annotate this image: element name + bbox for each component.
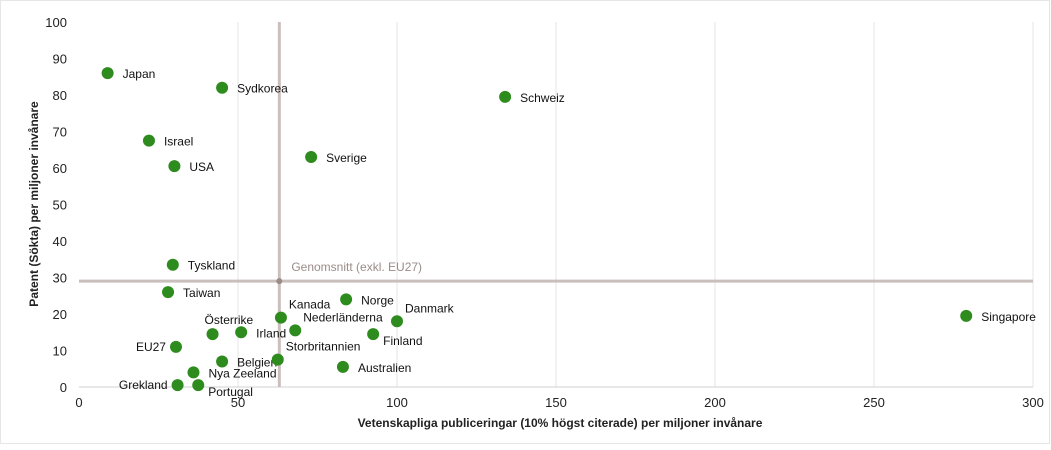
y-tick-label: 50 (53, 198, 67, 213)
data-point-label: Schweiz (520, 91, 565, 105)
data-point-label: Sverige (326, 151, 367, 165)
data-point (166, 258, 179, 271)
data-point (960, 309, 973, 322)
y-tick-label: 80 (53, 88, 67, 103)
data-point-label: Sydkorea (237, 82, 288, 96)
x-axis-title: Vetenskapliga publiceringar (10% högst c… (358, 416, 763, 430)
x-tick-label: 0 (75, 395, 82, 410)
y-tick-label: 10 (53, 344, 67, 359)
y-tick-label: 30 (53, 271, 67, 286)
y-axis-title: Patent (Sökta) per miljoner invånare (27, 101, 41, 307)
data-point (192, 379, 205, 392)
x-tick-label: 150 (545, 395, 567, 410)
data-point-label: Taiwan (183, 286, 220, 300)
average-label: Genomsnitt (exkl. EU27) (291, 260, 422, 274)
data-point-label: Kanada (289, 298, 331, 312)
y-tick-label: 70 (53, 125, 67, 140)
data-point-label: Österrike (205, 313, 254, 327)
y-tick-label: 60 (53, 161, 67, 176)
data-point-label: Tyskland (188, 259, 235, 273)
data-point (206, 328, 219, 341)
data-point-label: Portugal (208, 385, 253, 399)
data-point-label: Nya Zeeland (208, 366, 276, 380)
data-point-label: Belgien (237, 355, 277, 369)
data-point-label: Grekland (119, 378, 168, 392)
x-tick-label: 200 (704, 395, 726, 410)
x-tick-label: 100 (386, 395, 408, 410)
data-point-label: Irland (256, 326, 286, 340)
tick-labels: 0 50 100 150 200 250 300 0 10 20 30 40 50 60 70 80 90 100 (45, 15, 1044, 410)
data-point (305, 151, 318, 164)
data-point (216, 355, 229, 368)
data-point (187, 366, 200, 379)
data-point (274, 311, 287, 324)
y-tick-label: 40 (53, 234, 67, 249)
data-point (216, 81, 229, 94)
data-point (162, 286, 175, 299)
average-marker (276, 278, 283, 285)
x-tick-label: 250 (863, 395, 885, 410)
data-point-label: Danmark (405, 301, 455, 315)
data-point-label: Singapore (981, 310, 1036, 324)
y-tick-label: 100 (45, 15, 67, 30)
data-point (168, 160, 181, 173)
data-point-label: Nederländerna (303, 310, 383, 324)
y-tick-label: 90 (53, 52, 67, 67)
data-point (271, 353, 284, 366)
data-point (391, 315, 403, 328)
data-points: Japan Sydkorea Schweiz Israel Sverige USA Tysk… (101, 67, 1036, 399)
data-point (340, 293, 353, 306)
data-point (235, 326, 248, 339)
data-point-label: Finland (383, 334, 422, 348)
y-tick-label: 20 (53, 307, 67, 322)
data-point-label: Norge (361, 293, 394, 307)
x-tick-label: 50 (231, 395, 245, 410)
data-point (499, 90, 512, 103)
data-point-label: USA (189, 160, 214, 174)
data-point (336, 360, 349, 373)
y-tick-label: 0 (60, 380, 67, 395)
average-lines: Genomsnitt (exkl. EU27) (79, 22, 1033, 387)
data-point (101, 67, 114, 80)
data-point-label: Storbritannien (286, 340, 361, 354)
data-point (171, 379, 184, 392)
data-point (142, 134, 155, 147)
grid-layer (79, 22, 1034, 388)
data-point-label: Israel (164, 135, 193, 149)
data-point-label: EU27 (136, 340, 166, 354)
data-point (169, 340, 182, 353)
data-point-label: Australien (358, 361, 411, 375)
data-point (289, 324, 302, 337)
x-tick-label: 300 (1022, 395, 1044, 410)
data-point-label: Japan (123, 67, 156, 81)
data-point (367, 328, 380, 341)
